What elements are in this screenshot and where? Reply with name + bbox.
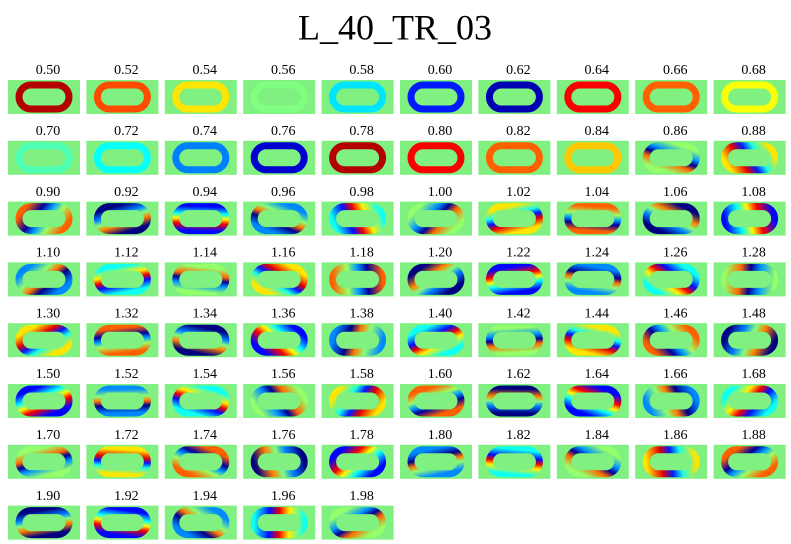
panel-label: 1.84: [585, 428, 610, 443]
panel-label: 0.84: [585, 124, 610, 139]
panel-label: 1.04: [585, 185, 610, 200]
panel-label: 1.78: [349, 428, 374, 443]
panel-label: 1.66: [663, 367, 688, 382]
panel-label: 1.08: [741, 185, 766, 200]
panel-label: 1.74: [193, 428, 218, 443]
panel-label: 0.70: [36, 124, 61, 139]
panel-label: 1.10: [36, 246, 61, 261]
panel-label: 1.98: [349, 489, 374, 504]
panel-label: 1.30: [36, 306, 61, 321]
figure-title: L_40_TR_03: [298, 7, 492, 47]
panel-label: 0.96: [271, 185, 296, 200]
panel-label: 1.14: [193, 246, 218, 261]
panel-label: 1.32: [114, 306, 139, 321]
panel-label: 0.72: [114, 124, 139, 139]
panel-label: 1.76: [271, 428, 296, 443]
panel-label: 0.54: [193, 63, 218, 78]
panel-label: 1.86: [663, 428, 688, 443]
panel-label: 1.12: [114, 246, 139, 261]
panel-label: 0.92: [114, 185, 139, 200]
panel-label: 0.76: [271, 124, 296, 139]
panel-label: 1.38: [349, 306, 374, 321]
panel-label: 1.56: [271, 367, 296, 382]
panel-label: 1.72: [114, 428, 139, 443]
panel-label: 1.06: [663, 185, 688, 200]
panel-label: 1.50: [36, 367, 61, 382]
panel-label: 1.62: [506, 367, 531, 382]
panel-label: 1.96: [271, 489, 296, 504]
panel-label: 1.24: [585, 246, 610, 261]
panel-label: 0.98: [349, 185, 374, 200]
figure: L_40_TR_03 0.50 0.52 0.54 0.56 0.58 0.60 0.62 0…: [0, 0, 791, 544]
panel-label: 1.52: [114, 367, 139, 382]
panel-label: 0.86: [663, 124, 688, 139]
panel-label: 1.70: [36, 428, 61, 443]
panel-label: 0.50: [36, 63, 61, 78]
panel-label: 1.36: [271, 306, 296, 321]
panel-label: 1.28: [741, 246, 766, 261]
panel-label: 1.42: [506, 306, 531, 321]
panel-label: 1.68: [741, 367, 766, 382]
panel-label: 0.56: [271, 63, 296, 78]
panel-label: 0.68: [741, 63, 766, 78]
panel-label: 0.74: [193, 124, 218, 139]
panel-label: 1.26: [663, 246, 688, 261]
panel-label: 0.64: [585, 63, 610, 78]
panel-label: 1.34: [193, 306, 218, 321]
panel-label: 1.40: [428, 306, 453, 321]
panel-label: 1.60: [428, 367, 453, 382]
panel-label: 1.02: [506, 185, 531, 200]
panel-label: 0.58: [349, 63, 374, 78]
panel-label: 0.78: [349, 124, 374, 139]
panel-label: 0.52: [114, 63, 139, 78]
panel-label: 1.22: [506, 246, 531, 261]
panel-label: 0.60: [428, 63, 453, 78]
panel-label: 1.88: [741, 428, 766, 443]
panel-label: 1.80: [428, 428, 453, 443]
panel-label: 0.88: [741, 124, 766, 139]
panel-label: 1.58: [349, 367, 374, 382]
panel-label: 0.80: [428, 124, 453, 139]
panel-label: 1.82: [506, 428, 531, 443]
panel-label: 1.18: [349, 246, 374, 261]
panel-label: 1.16: [271, 246, 296, 261]
panel-label: 0.62: [506, 63, 531, 78]
panel-label: 1.54: [193, 367, 218, 382]
panel-label: 0.66: [663, 63, 688, 78]
panel-label: 1.64: [585, 367, 610, 382]
panel-label: 0.82: [506, 124, 531, 139]
panel-label: 1.00: [428, 185, 453, 200]
panel-label: 1.48: [741, 306, 766, 321]
panel-label: 1.20: [428, 246, 453, 261]
panel-label: 0.94: [193, 185, 218, 200]
panel-label: 1.94: [193, 489, 218, 504]
panel-label: 1.46: [663, 306, 688, 321]
panel-label: 1.44: [585, 306, 610, 321]
panel-label: 1.92: [114, 489, 139, 504]
panel-label: 1.90: [36, 489, 61, 504]
panel-label: 0.90: [36, 185, 61, 200]
